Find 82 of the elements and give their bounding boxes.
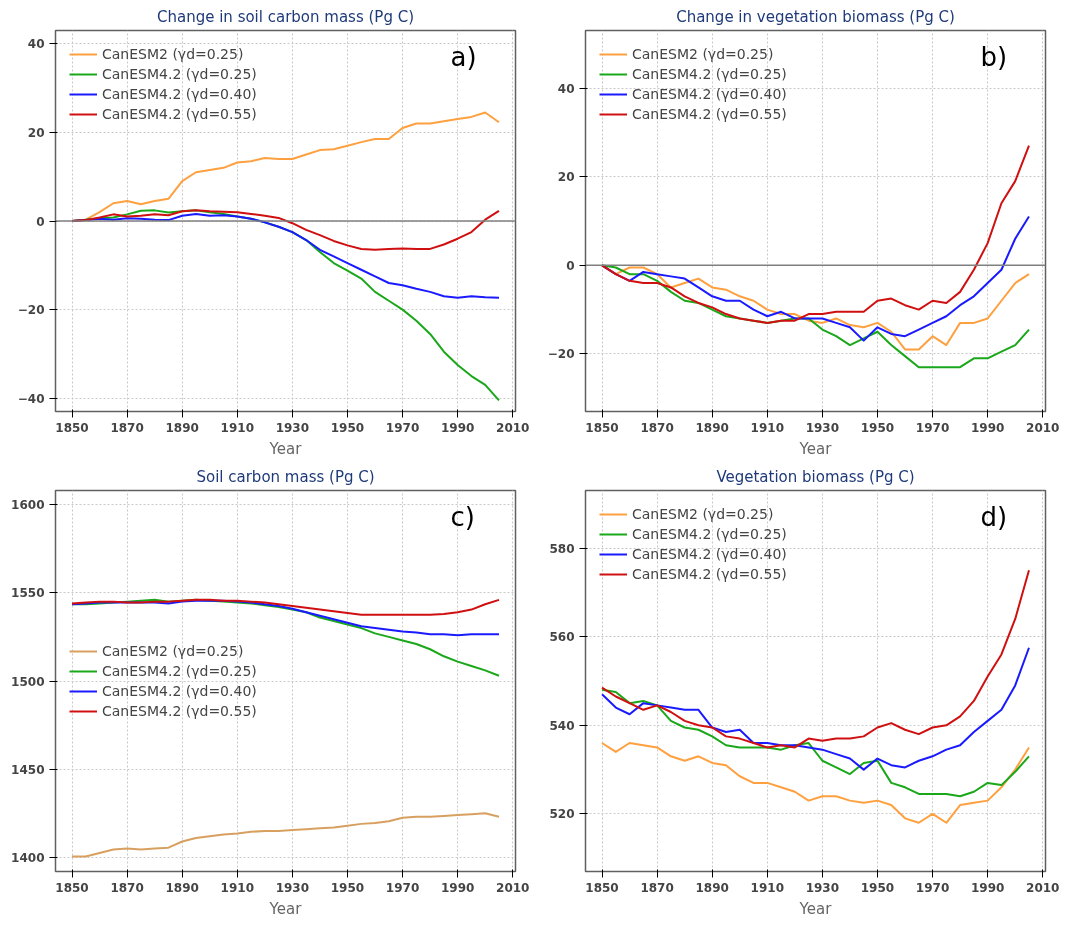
y-tick-label: 1500 [11, 674, 45, 689]
x-tick-label: 1950 [860, 420, 895, 435]
x-tick-label: 1870 [640, 420, 674, 435]
x-tick-label: 1930 [275, 420, 310, 435]
y-tick-label: 1400 [11, 850, 45, 865]
x-tick-label: 1910 [220, 880, 254, 895]
x-tick-label: 1910 [750, 880, 784, 895]
y-tick-label: 1600 [11, 498, 45, 513]
x-axis-title: Year [798, 899, 833, 918]
legend-label: CanESM4.2 (γd=0.40) [102, 85, 257, 103]
legend-label: CanESM4.2 (γd=0.25) [102, 661, 257, 680]
legend-label: CanESM4.2 (γd=0.40) [632, 545, 787, 563]
x-tick-label: 1950 [330, 880, 365, 895]
legend-label: CanESM4.2 (γd=0.25) [632, 525, 787, 543]
x-tick-label: 1990 [440, 880, 475, 895]
x-axis-title: Year [268, 899, 303, 918]
x-tick-label: 2010 [1026, 880, 1060, 895]
x-tick-label: 1890 [165, 880, 199, 895]
legend-label: CanESM4.2 (γd=0.25) [102, 65, 257, 83]
x-tick-label: 1970 [385, 880, 420, 895]
legend-label: CanESM4.2 (γd=0.55) [102, 701, 257, 720]
y-tick-label: 20 [557, 170, 575, 185]
x-tick-label: 1850 [55, 420, 89, 435]
x-tick-label: 1850 [55, 880, 89, 895]
legend-label: CanESM2 (γd=0.25) [632, 505, 774, 523]
legend-label: CanESM2 (γd=0.25) [102, 641, 244, 660]
y-tick-label: 40 [557, 81, 575, 96]
annotation: b) [980, 41, 1008, 72]
y-tick-label: 0 [36, 214, 45, 229]
y-tick-label: 540 [549, 718, 575, 733]
y-tick-label: −20 [17, 303, 45, 318]
chart-title: Change in soil carbon mass (Pg C) [156, 7, 415, 26]
x-tick-label: 1990 [970, 420, 1005, 435]
x-tick-label: 1870 [640, 880, 674, 895]
legend-label: CanESM4.2 (γd=0.55) [102, 105, 257, 123]
legend-label: CanESM4.2 (γd=0.40) [102, 681, 257, 700]
y-tick-label: 0 [566, 258, 575, 273]
y-tick-label: 1550 [11, 586, 45, 601]
x-tick-label: 1970 [915, 420, 950, 435]
annotation: a) [450, 41, 477, 72]
y-tick-label: −40 [17, 391, 45, 406]
annotation: c) [450, 501, 475, 532]
x-axis-title: Year [798, 439, 833, 458]
y-tick-label: 580 [549, 541, 575, 556]
x-tick-label: 1930 [275, 880, 310, 895]
x-tick-label: 2010 [496, 420, 530, 435]
x-tick-label: 1950 [860, 880, 895, 895]
x-tick-label: 1850 [585, 420, 619, 435]
x-tick-label: 1910 [750, 420, 784, 435]
x-axis-title: Year [268, 439, 303, 458]
x-tick-label: 1870 [110, 880, 144, 895]
x-tick-label: 1910 [220, 420, 254, 435]
legend-label: CanESM4.2 (γd=0.55) [632, 565, 787, 583]
x-tick-label: 1930 [805, 420, 840, 435]
x-tick-label: 1950 [330, 420, 365, 435]
legend-label: CanESM2 (γd=0.25) [102, 45, 244, 63]
x-tick-label: 1890 [165, 420, 199, 435]
x-tick-label: 1990 [440, 420, 475, 435]
legend-label: CanESM4.2 (γd=0.55) [632, 105, 787, 123]
annotation: d) [980, 501, 1008, 532]
x-tick-label: 2010 [1026, 420, 1060, 435]
legend-label: CanESM2 (γd=0.25) [632, 45, 774, 63]
legend-label: CanESM4.2 (γd=0.40) [632, 85, 787, 103]
chart-title: Change in vegetation biomass (Pg C) [676, 7, 955, 26]
x-tick-label: 1890 [695, 420, 729, 435]
chart-title: Vegetation biomass (Pg C) [716, 467, 915, 486]
x-tick-label: 2010 [496, 880, 530, 895]
y-tick-label: 560 [549, 630, 575, 645]
y-tick-label: 1450 [11, 762, 45, 777]
x-tick-label: 1970 [915, 880, 950, 895]
y-tick-label: −20 [547, 347, 575, 362]
x-tick-label: 1890 [695, 880, 729, 895]
chart-title: Soil carbon mass (Pg C) [196, 467, 375, 486]
legend-label: CanESM4.2 (γd=0.25) [632, 65, 787, 83]
y-tick-label: 20 [27, 125, 45, 140]
x-tick-label: 1870 [110, 420, 144, 435]
x-tick-label: 1990 [970, 880, 1005, 895]
x-tick-label: 1930 [805, 880, 840, 895]
x-tick-label: 1970 [385, 420, 420, 435]
y-tick-label: 520 [549, 807, 575, 822]
x-tick-label: 1850 [585, 880, 619, 895]
y-tick-label: 40 [27, 37, 45, 52]
